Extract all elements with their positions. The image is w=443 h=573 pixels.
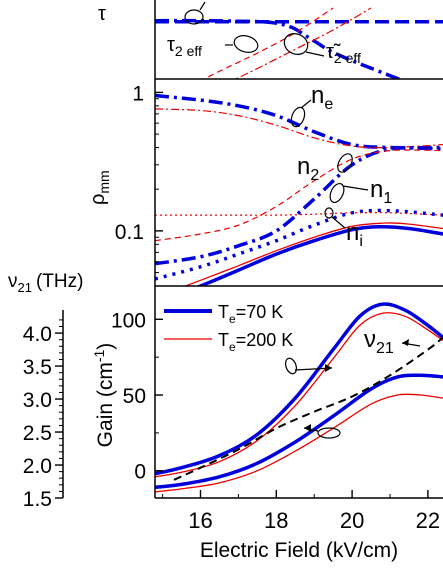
nu21-tick-label-5: 4.0 (23, 323, 52, 346)
middle-ytick-label-1: 1 (132, 82, 144, 105)
legend-label-200k: Te=200 K (218, 330, 293, 354)
xtick-label-3: 22 (416, 508, 440, 533)
bottom-series-0 (155, 302, 443, 476)
n1-label: n1 (370, 176, 392, 207)
nu21-label: ν21 (364, 326, 394, 357)
n2-ellipse (337, 153, 353, 173)
top-series-2 (202, 7, 334, 79)
tautilde-leader (305, 51, 325, 57)
middle-series-6 (195, 225, 443, 286)
middle-ticks: 0.11 (115, 82, 163, 274)
top-ellipse-left (184, 9, 204, 25)
ni-leader (331, 216, 346, 229)
n1-ellipse (329, 182, 345, 204)
nu21-ticks: 1.5 2.0 2.5 3.0 3.5 4.0 (23, 319, 63, 511)
middle-series-group (155, 93, 443, 286)
tautilde2eff-label: τ̃2 eff (326, 41, 361, 66)
nu21-tick-label-3: 3.0 (23, 389, 52, 412)
top-series-group (155, 7, 443, 79)
legend-label-70k: Te=70 K (218, 302, 283, 326)
nu21-axis: ν21 (THz) 1.5 2.0 2.5 3.0 3.5 4.0 (8, 271, 83, 511)
legend: Te=70 K Te=200 K (164, 302, 293, 354)
bottom-panel: 0 50 100 16 18 20 22 Gain (cm-1) Electric Fiel… (91, 286, 443, 562)
nu21-tick-label-2: 2.5 (23, 422, 52, 445)
upper-pair-ellipse (284, 357, 298, 375)
lower-pair-arrowhead (304, 424, 311, 432)
ni-ellipse (324, 207, 334, 219)
top-series-1 (155, 18, 404, 79)
middle-ylabel: ρmm (87, 170, 112, 205)
middle-series-5 (155, 212, 443, 216)
nu21-tick-label-4: 3.5 (23, 356, 52, 379)
xtick-label-0: 16 (188, 508, 212, 533)
top-panel: τ τ2 eff τ̃2 eff (98, 0, 443, 80)
gain-ytick-label-1: 50 (123, 385, 146, 408)
top-series-3 (234, 7, 372, 79)
n2-label: n2 (297, 153, 319, 184)
gain-ytick-label-0: 0 (134, 461, 146, 484)
ne-leader (300, 99, 312, 109)
bottom-series-1 (155, 312, 443, 478)
bottom-series-2 (155, 373, 443, 490)
xtick-label-1: 18 (264, 508, 288, 533)
ne-label: ne (311, 82, 333, 113)
nu21-axis-label: ν21 (THz) (8, 271, 83, 295)
ni-label: ni (346, 219, 363, 250)
upper-pair-arrowhead (325, 364, 332, 372)
xtick-label-2: 20 (340, 508, 364, 533)
tautilde-ellipse (283, 33, 309, 55)
bottom-series-group (155, 302, 443, 493)
middle-series-7 (183, 222, 443, 286)
lower-pair-ellipse (317, 427, 341, 439)
middle-series-2 (155, 146, 443, 266)
nu21-tick-label-1: 2.0 (23, 455, 52, 478)
bottom-ticks: 0 50 100 16 18 20 22 (111, 309, 440, 533)
tau2eff-label: τ2 eff (167, 34, 202, 59)
middle-panel: 0.11 ρmm ne n2 n1 ni (87, 79, 443, 287)
middle-series-3 (155, 149, 443, 242)
middle-series-1 (155, 108, 443, 149)
gain-ylabel: Gain (cm-1) (91, 343, 117, 448)
nu21-tick-label-0: 1.5 (23, 488, 52, 511)
middle-series-0 (155, 93, 443, 150)
tau2eff-ellipse (233, 35, 259, 53)
middle-ytick-label-0: 0.1 (115, 221, 144, 244)
gain-ytick-label-2: 100 (111, 309, 146, 332)
top-ylabel: τ (98, 3, 106, 25)
x-axis-label: Electric Field (kV/cm) (200, 539, 398, 562)
bottom-series-3 (155, 393, 443, 493)
top-leader-left (199, 1, 206, 11)
n1-leader (342, 185, 369, 191)
nu21-arrowhead (402, 339, 409, 346)
bottom-series-4 (173, 336, 443, 481)
